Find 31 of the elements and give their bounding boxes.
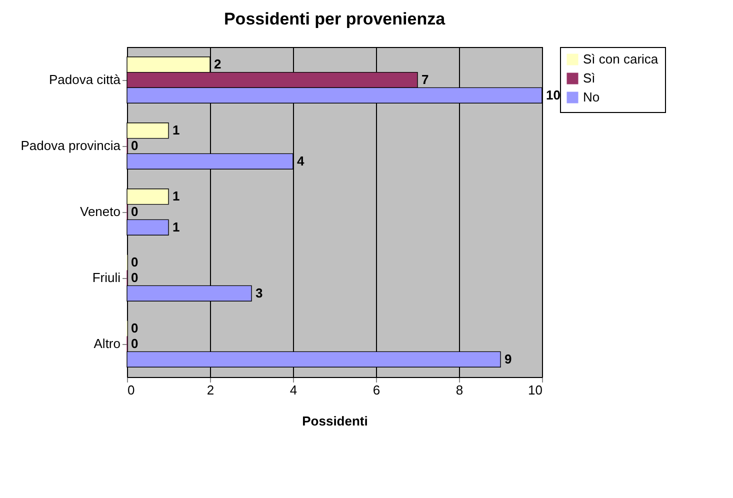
x-tick-label: 4	[290, 382, 298, 398]
x-tick-label: 10	[528, 382, 542, 398]
y-tick-label: Altro	[94, 336, 120, 351]
data-label: 0	[131, 270, 138, 285]
data-label: 1	[172, 122, 180, 138]
data-label: 0	[131, 138, 138, 153]
data-label: 4	[297, 153, 305, 168]
data-label: 1	[172, 219, 180, 234]
data-label: 2	[214, 56, 222, 72]
data-label: 0	[131, 254, 138, 270]
y-tick-label: Padova provincia	[20, 138, 122, 153]
y-tick-label: Padova città	[48, 72, 122, 87]
x-tick-label: 2	[206, 382, 214, 398]
data-label: 7	[422, 72, 429, 87]
data-label: 10	[546, 87, 560, 102]
x-axis-title: Possidenti	[302, 414, 368, 428]
data-label: 3	[256, 285, 263, 300]
legend-label: Sì	[583, 70, 596, 86]
data-label: 9	[504, 351, 512, 366]
y-tick-label: Veneto	[80, 204, 120, 219]
legend-label: Sì con carica	[583, 52, 659, 66]
data-label: 0	[131, 320, 138, 336]
legend-label: No	[583, 90, 600, 104]
data-label: 1	[172, 188, 180, 204]
data-label: 0	[131, 336, 138, 351]
y-tick-label: Friuli	[92, 270, 121, 285]
x-tick-label: 0	[128, 382, 135, 398]
x-tick-label: 6	[372, 382, 380, 398]
x-tick-label: 8	[456, 382, 464, 398]
chart-title: Possidenti per provenienza	[224, 10, 446, 28]
data-label: 0	[131, 204, 138, 219]
